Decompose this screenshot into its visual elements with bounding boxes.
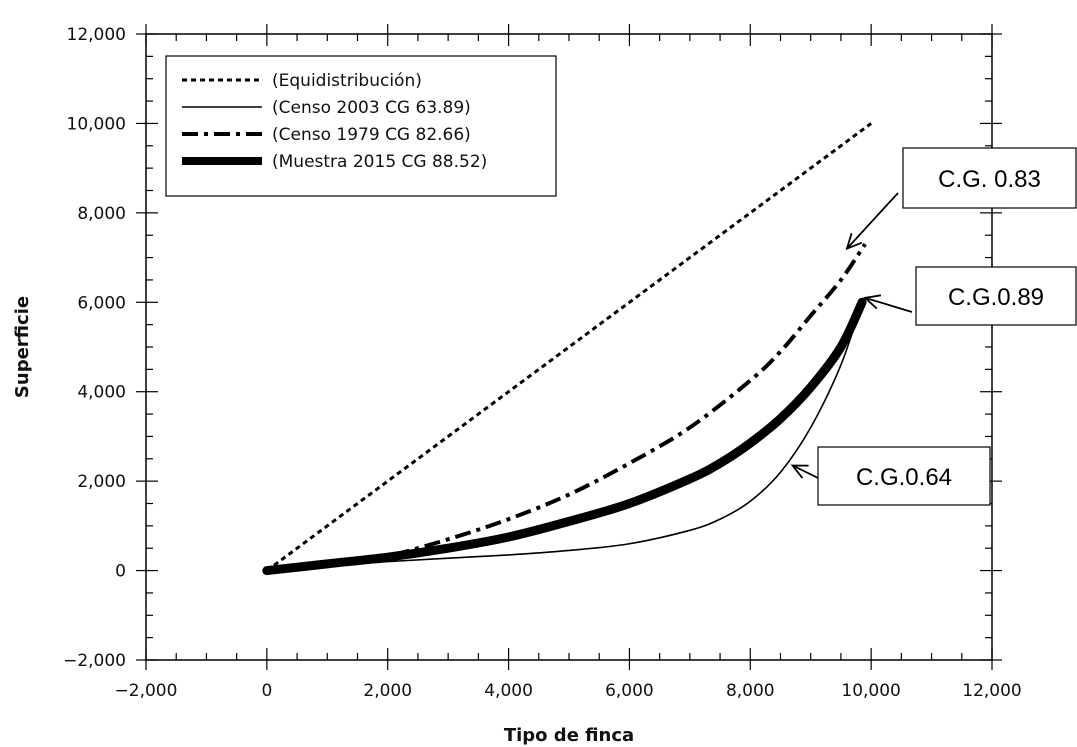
- legend-label: (Censo 2003 CG 63.89): [272, 98, 471, 118]
- y-tick-label: 12,000: [67, 25, 126, 45]
- annotation-label: C.G. 0.83: [938, 166, 1041, 193]
- x-tick-label: 8,000: [726, 681, 775, 701]
- legend-label: (Muestra 2015 CG 88.52): [272, 152, 487, 172]
- annotation-arrow: [846, 192, 899, 250]
- annotation-arrowhead: [845, 233, 863, 251]
- annotation-box: [817, 446, 991, 506]
- annotation-arrow: [864, 296, 913, 313]
- annotation-box: [902, 147, 1077, 209]
- y-tick-label: 10,000: [67, 114, 126, 134]
- y-tick-label: 6,000: [77, 293, 126, 313]
- x-tick-label: −2,000: [115, 681, 178, 701]
- legend-label: (Censo 1979 CG 82.66): [272, 125, 471, 145]
- y-tick-label: 4,000: [77, 383, 126, 403]
- annotations: C.G. 0.83 C.G.0.89 C.G.0.64: [790, 147, 1077, 506]
- y-tick-label: −2,000: [63, 651, 126, 671]
- x-tick-label: 12,000: [962, 681, 1021, 701]
- y-tick-label: 8,000: [77, 204, 126, 224]
- annotation-label: C.G.0.89: [948, 284, 1044, 311]
- x-tick-label: 4,000: [484, 681, 533, 701]
- annotation-arrow: [792, 464, 819, 479]
- x-axis-title: Tipo de finca: [504, 725, 634, 746]
- x-tick-label: 6,000: [605, 681, 654, 701]
- y-tick-label: 2,000: [77, 472, 126, 492]
- annotation-label: C.G.0.64: [856, 464, 952, 491]
- tick-labels: −2,000 0 2,000 4,000 6,000 8,000 10,000 12,000 −…: [63, 25, 1022, 701]
- annotation-arrowhead: [863, 294, 882, 310]
- annotation-box: [915, 266, 1077, 326]
- y-tick-label: 0: [115, 562, 126, 582]
- series-line-thin: [266, 302, 863, 572]
- series-layer: [262, 122, 873, 576]
- x-tick-label: 2,000: [363, 681, 412, 701]
- y-axis-title: Superficie: [12, 296, 33, 398]
- legend-label: (Equidistribución): [272, 71, 422, 91]
- legend: (Equidistribución) (Censo 2003 CG 63.89) (…: [165, 55, 557, 197]
- series-line-thick: [262, 297, 867, 576]
- annotation-arrowhead: [790, 464, 809, 479]
- x-tick-label: 0: [261, 681, 272, 701]
- x-tick-label: 10,000: [841, 681, 900, 701]
